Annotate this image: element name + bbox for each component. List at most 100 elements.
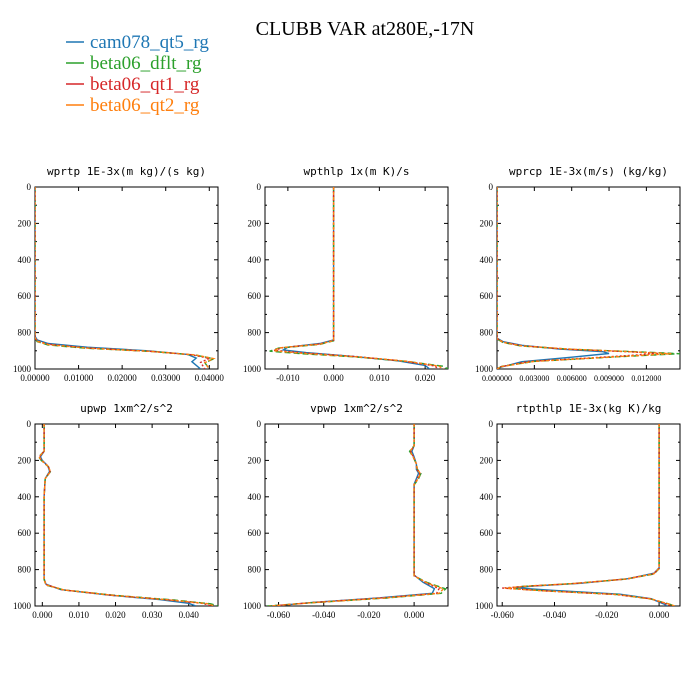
ytick-label: 0 (257, 419, 262, 429)
xtick-label: -0.020 (357, 610, 381, 620)
panel-1: wpthlp 1x(m K)/s 0 200 400 600 800 1000 -0.010 0… (243, 165, 449, 383)
ytick-label: 400 (480, 492, 494, 502)
ytick-label: 400 (248, 255, 262, 265)
xtick-label: 0.04000 (195, 373, 225, 383)
series-line-2 (35, 187, 212, 369)
legend-label-3: beta06_qt2_rg (90, 95, 200, 116)
panel-0: wprtp 1E-3x(m kg)/(s kg) 0 200 400 600 800 100… (13, 165, 224, 383)
ytick-label: 400 (248, 492, 262, 502)
series-line-2 (502, 424, 673, 606)
series-line-1 (37, 424, 218, 606)
xtick-label: 0.006000 (557, 374, 587, 383)
series-line-3 (35, 187, 216, 369)
xtick-label: 0.010 (69, 610, 90, 620)
xtick-label: -0.040 (543, 610, 567, 620)
xtick-label: 0.010 (369, 373, 390, 383)
xtick-label: 0.03000 (151, 373, 181, 383)
series-line-2 (497, 187, 659, 369)
ytick-label: 800 (18, 328, 32, 338)
ytick-label: 0 (489, 182, 494, 192)
series-line-0 (515, 424, 668, 606)
ytick-label: 0 (27, 182, 32, 192)
xtick-label: 0.009000 (594, 374, 624, 383)
ytick-label: 800 (248, 328, 262, 338)
ytick-label: 200 (480, 218, 494, 228)
panel-frame-2 (496, 186, 681, 370)
ytick-label: 400 (18, 255, 32, 265)
panel-frame-5 (496, 423, 681, 607)
series-line-0 (497, 187, 610, 369)
xtick-label: 0.030 (142, 610, 163, 620)
ytick-label: 600 (18, 528, 32, 538)
panel-frame-0 (34, 186, 219, 370)
chart-panels: wprtp 1E-3x(m kg)/(s kg) 0 200 400 600 800 100… (13, 165, 681, 620)
ytick-label: 0 (257, 182, 262, 192)
ytick-label: 1000 (475, 601, 494, 611)
panel-frame-3 (34, 423, 219, 607)
ytick-label: 1000 (13, 601, 32, 611)
ytick-label: 200 (18, 455, 32, 465)
series-line-2 (38, 424, 211, 606)
series-line-2 (273, 187, 440, 369)
xtick-label: 0.000 (404, 610, 425, 620)
xtick-label: -0.060 (491, 610, 515, 620)
panel-frame-1 (264, 186, 449, 370)
ytick-label: 800 (18, 565, 32, 575)
ytick-label: 200 (248, 218, 262, 228)
legend: cam078_qt5_rgbeta06_dflt_rgbeta06_qt1_rg… (66, 32, 209, 116)
ytick-label: 600 (480, 528, 494, 538)
xtick-label: 0.040 (179, 610, 200, 620)
xtick-label: 0.000000 (482, 374, 512, 383)
ytick-label: 800 (480, 328, 494, 338)
xtick-label: -0.010 (276, 373, 300, 383)
series-line-1 (35, 187, 216, 369)
series-line-0 (35, 187, 202, 369)
panel-title-5: rtpthlp 1E-3x(kg K)/kg (516, 402, 662, 415)
xtick-label: 0.00000 (20, 373, 50, 383)
xtick-label: 0.020 (105, 610, 126, 620)
ytick-label: 600 (480, 291, 494, 301)
series-line-3 (38, 424, 215, 606)
xtick-label: 0.012000 (631, 374, 661, 383)
panel-5: rtpthlp 1E-3x(kg K)/kg02004006008001000-… (475, 402, 681, 620)
series-line-3 (497, 187, 672, 369)
legend-label-0: cam078_qt5_rg (90, 32, 209, 53)
figure-title: CLUBB VAR at280E,-17N (256, 18, 475, 40)
ytick-label: 1000 (243, 364, 262, 374)
ytick-label: 600 (248, 528, 262, 538)
xtick-label: -0.040 (312, 610, 336, 620)
ytick-label: 200 (18, 218, 32, 228)
ytick-label: 800 (480, 565, 494, 575)
panel-title-1: wpthlp 1x(m K)/s (304, 165, 410, 178)
xtick-label: 0.000 (649, 610, 670, 620)
ytick-label: 600 (18, 291, 32, 301)
ytick-label: 200 (480, 455, 494, 465)
legend-label-1: beta06_dflt_rg (90, 53, 202, 74)
xtick-label: 0.02000 (108, 373, 138, 383)
xtick-label: -0.020 (595, 610, 619, 620)
xtick-label: 0.000 (32, 610, 53, 620)
panel-title-2: wprcp 1E-3x(m/s) (kg/kg) (509, 165, 668, 178)
panel-title-4: vpwp 1xm^2/s^2 (310, 402, 403, 415)
ytick-label: 0 (489, 419, 494, 429)
panel-title-0: wprtp 1E-3x(m kg)/(s kg) (47, 165, 206, 178)
panel-2: wprcp 1E-3x(m/s) (kg/kg) 0 200 400 600 800 100… (475, 165, 681, 383)
xtick-label: 0.003000 (519, 374, 549, 383)
ytick-label: 200 (248, 455, 262, 465)
panel-4: vpwp 1xm^2/s^2 0 200 400 600 800 1000 -0.060 -0.… (243, 402, 449, 620)
series-line-1 (507, 424, 676, 606)
ytick-label: 400 (18, 492, 32, 502)
ytick-label: 400 (480, 255, 494, 265)
xtick-label: -0.060 (267, 610, 291, 620)
ytick-label: 1000 (475, 364, 494, 374)
series-line-1 (269, 187, 448, 369)
ytick-label: 600 (248, 291, 262, 301)
series-line-0 (281, 187, 431, 369)
panel-title-3: upwp 1xm^2/s^2 (80, 402, 173, 415)
series-line-0 (39, 424, 197, 606)
series-line-1 (497, 187, 680, 369)
series-line-3 (271, 187, 444, 369)
series-line-3 (269, 424, 445, 606)
